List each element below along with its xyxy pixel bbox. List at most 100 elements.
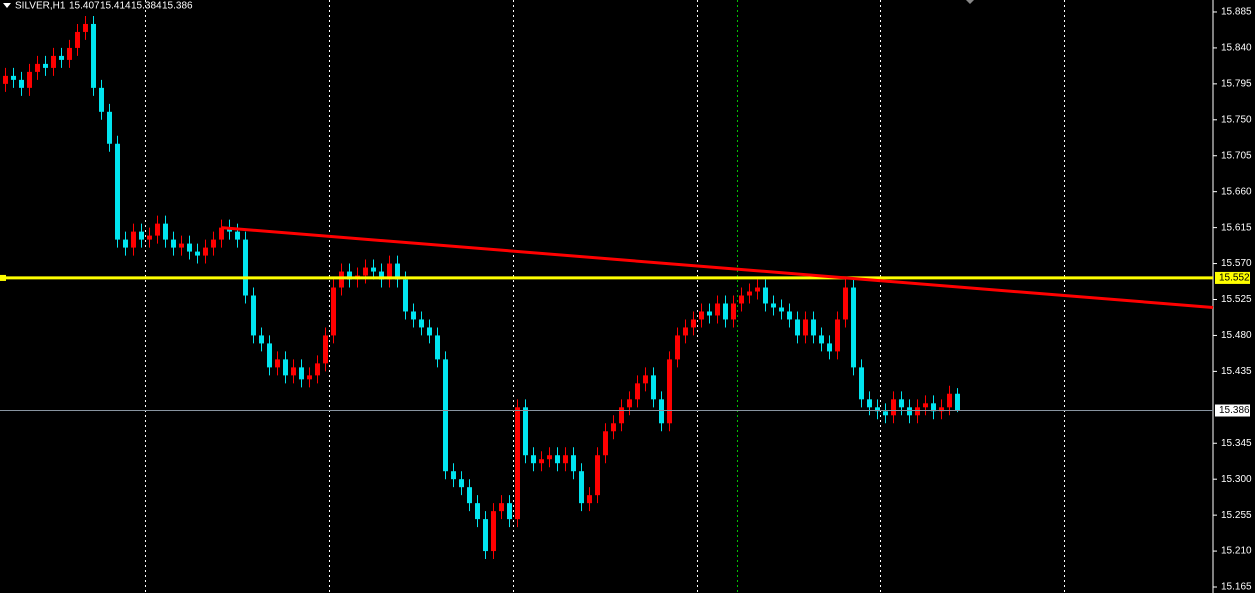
candle-body — [507, 503, 512, 520]
candle-body — [59, 55, 64, 60]
hline-anchor — [0, 274, 6, 281]
candle-body — [795, 319, 800, 336]
candle-body — [835, 319, 840, 352]
candle-body — [907, 407, 912, 416]
candle-body — [515, 407, 520, 520]
candle-body — [859, 367, 864, 400]
candle-body — [155, 223, 160, 236]
candle-body — [91, 23, 96, 88]
candle-body — [19, 79, 24, 88]
candle-body — [899, 399, 904, 408]
candle-body — [259, 335, 264, 344]
candle-body — [763, 287, 768, 304]
y-tick-label: 15.885 — [1221, 7, 1252, 18]
y-tick-label: 15.750 — [1221, 114, 1252, 125]
candle-body — [283, 359, 288, 376]
header-close: 15.386 — [162, 1, 193, 12]
candle-body — [811, 319, 816, 336]
candle-body — [483, 519, 488, 552]
candle-body — [83, 23, 88, 32]
candle-body — [11, 75, 16, 80]
candle-body — [531, 455, 536, 464]
header-open: 15.407 — [69, 1, 100, 12]
candle-body — [643, 375, 648, 384]
candle-body — [411, 311, 416, 320]
candle-body — [579, 471, 584, 504]
candle-body — [243, 239, 248, 296]
candle-body — [619, 407, 624, 424]
hline-label-box — [1215, 271, 1250, 284]
candle-body — [723, 303, 728, 320]
candle-body — [843, 287, 848, 320]
header-low: 15.384 — [131, 1, 162, 12]
y-tick-label: 15.435 — [1221, 366, 1252, 377]
candle-body — [787, 311, 792, 320]
candle-body — [363, 267, 368, 276]
candle-body — [131, 231, 136, 248]
candle-body — [539, 459, 544, 464]
candle-body — [955, 393, 960, 411]
candle-body — [219, 227, 224, 240]
candle-body — [491, 511, 496, 552]
candle-body — [379, 271, 384, 280]
candle-body — [195, 251, 200, 256]
candle-body — [883, 411, 888, 416]
candle-body — [891, 399, 896, 416]
header-high: 15.414 — [100, 1, 131, 12]
y-tick-label: 15.255 — [1221, 510, 1252, 521]
candle-body — [715, 303, 720, 316]
candle-body — [27, 71, 32, 88]
candle-body — [779, 307, 784, 312]
candle-body — [419, 319, 424, 328]
y-tick-label: 15.660 — [1221, 186, 1252, 197]
candle-body — [611, 423, 616, 432]
y-tick-label: 15.345 — [1221, 438, 1252, 449]
y-tick-label: 15.795 — [1221, 78, 1252, 89]
candle-body — [683, 327, 688, 336]
candle-body — [443, 359, 448, 472]
y-tick-label: 15.480 — [1221, 330, 1252, 341]
candle-body — [147, 235, 152, 240]
y-tick-label: 15.210 — [1221, 546, 1252, 557]
candle-body — [523, 407, 528, 456]
candle-body — [115, 143, 120, 240]
candle-body — [563, 455, 568, 464]
candle-body — [731, 303, 736, 320]
candle-body — [947, 393, 952, 408]
candle-body — [939, 407, 944, 412]
candle-body — [819, 335, 824, 344]
candle-body — [235, 231, 240, 240]
y-tick-label: 15.840 — [1221, 43, 1252, 54]
candle-body — [923, 403, 928, 408]
candle-body — [707, 311, 712, 316]
candle-body — [803, 319, 808, 336]
y-tick-label: 15.300 — [1221, 474, 1252, 485]
candle-body — [931, 403, 936, 412]
trend-line — [220, 226, 1214, 309]
candle-body — [331, 287, 336, 336]
candle-body — [251, 295, 256, 336]
hline-label: 15.552 — [1219, 273, 1250, 284]
candle-body — [323, 335, 328, 364]
candle-body — [307, 375, 312, 380]
candle-body — [99, 87, 104, 112]
menu-arrow[interactable] — [3, 3, 11, 8]
candle-body — [291, 367, 296, 376]
candle-body — [675, 335, 680, 360]
candle-body — [67, 47, 72, 60]
candle-body — [299, 367, 304, 380]
y-tick-label: 15.570 — [1221, 258, 1252, 269]
candle-body — [315, 363, 320, 376]
candle-body — [267, 343, 272, 368]
candle-body — [211, 239, 216, 248]
scroll-marker — [966, 0, 974, 4]
candle-body — [571, 455, 576, 472]
candle-body — [371, 267, 376, 272]
bid-label-box — [1215, 404, 1250, 417]
candle-body — [915, 407, 920, 416]
candle-body — [739, 295, 744, 304]
candle-body — [635, 383, 640, 400]
candle-body — [123, 239, 128, 248]
